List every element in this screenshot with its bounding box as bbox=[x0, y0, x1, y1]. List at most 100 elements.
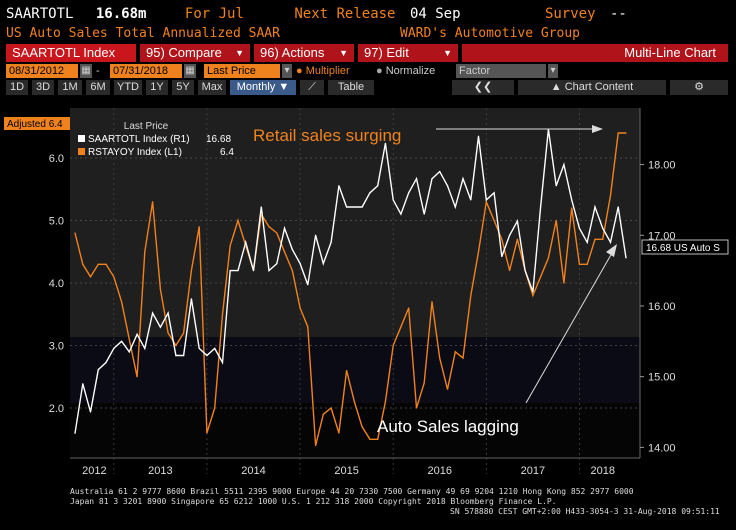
data-point-saartotl bbox=[532, 291, 534, 293]
legend-label: RSTAYOY Index (L1) bbox=[88, 147, 182, 158]
data-point-saartotl bbox=[283, 227, 286, 229]
data-point-saartotl bbox=[268, 270, 270, 272]
chart-content-label: Chart Content bbox=[564, 81, 634, 93]
chevron-down-icon[interactable]: ▾ bbox=[548, 64, 558, 78]
period-max[interactable]: Max bbox=[198, 80, 226, 95]
edit-button[interactable]: 97) Edit ▼ bbox=[358, 44, 458, 62]
footer-line-1: Australia 61 2 9777 8600 Brazil 5511 239… bbox=[70, 487, 634, 496]
data-point-rstayoy bbox=[400, 326, 402, 328]
period-5y[interactable]: 5Y bbox=[172, 80, 194, 95]
data-point-saartotl bbox=[89, 411, 92, 413]
data-point-saartotl bbox=[105, 361, 107, 364]
data-point-saartotl bbox=[245, 241, 247, 243]
chart-content-arrow-icon: ▲ bbox=[550, 81, 565, 93]
data-point-saartotl bbox=[175, 354, 177, 357]
plot-upper-band bbox=[70, 108, 640, 337]
data-point-rstayoy bbox=[602, 238, 604, 240]
end-date-input[interactable]: 07/31/2018 bbox=[110, 64, 182, 78]
price-field-select[interactable]: Last Price bbox=[204, 64, 280, 78]
compare-button[interactable]: 95) Compare ▼ bbox=[140, 44, 250, 62]
description-line: US Auto Sales Total Annualized SAAR WARD… bbox=[6, 26, 580, 41]
description: US Auto Sales Total Annualized SAAR bbox=[6, 26, 280, 41]
start-date-input[interactable]: 08/31/2012 bbox=[6, 64, 78, 78]
chart-type-label[interactable]: Multi-Line Chart bbox=[462, 44, 728, 62]
table-button[interactable]: Table bbox=[328, 80, 374, 95]
data-point-saartotl bbox=[136, 333, 138, 335]
data-point-saartotl bbox=[198, 347, 200, 350]
normalize-label: Normalize bbox=[385, 65, 436, 77]
data-point-rstayoy bbox=[377, 438, 379, 440]
data-point-saartotl bbox=[82, 383, 84, 385]
next-release-label: Next Release bbox=[294, 6, 396, 22]
survey-value: -- bbox=[609, 6, 627, 22]
data-point-rstayoy bbox=[408, 307, 410, 309]
data-point-rstayoy bbox=[283, 251, 286, 253]
data-point-rstayoy bbox=[120, 301, 123, 303]
period-1y[interactable]: 1Y bbox=[146, 80, 168, 95]
index-field[interactable]: SAARTOTL Index bbox=[6, 44, 136, 62]
data-point-rstayoy bbox=[322, 413, 324, 415]
data-point-rstayoy bbox=[175, 344, 177, 347]
legend-item-saartotl: SAARTOTL Index (R1) 16.68 bbox=[78, 134, 244, 145]
legend-swatch bbox=[78, 135, 85, 142]
data-point-saartotl bbox=[477, 135, 480, 137]
left-tick-label: 5.0 bbox=[49, 216, 64, 228]
grid bbox=[70, 108, 640, 474]
calendar-icon[interactable]: ▦ bbox=[184, 64, 196, 78]
data-point-rstayoy bbox=[206, 432, 208, 434]
period-3d[interactable]: 3D bbox=[32, 80, 54, 95]
data-point-rstayoy bbox=[594, 238, 596, 240]
legend: Last Price SAARTOTL Index (R1) 16.68 RST… bbox=[78, 121, 244, 163]
chart-content-button[interactable]: ▲ Chart Content bbox=[518, 80, 666, 95]
data-point-rstayoy bbox=[384, 401, 387, 403]
data-point-rstayoy bbox=[625, 132, 627, 134]
data-point-rstayoy bbox=[144, 251, 146, 253]
footer-line-3: SN 578880 CEST GMT+2:00 H433-3054-3 31-A… bbox=[450, 507, 720, 516]
arrow-line-auto bbox=[525, 252, 613, 404]
data-point-rstayoy bbox=[477, 251, 480, 253]
right-tick-label: 18.00 bbox=[648, 160, 676, 172]
chevron-down-icon[interactable]: ▾ bbox=[282, 64, 292, 78]
data-point-rstayoy bbox=[532, 294, 534, 297]
data-point-rstayoy bbox=[617, 132, 619, 134]
data-point-saartotl bbox=[462, 178, 464, 180]
gear-icon[interactable]: ⚙ bbox=[670, 80, 728, 95]
period-1m[interactable]: 1M bbox=[58, 80, 82, 95]
arrow-head-icon bbox=[606, 244, 617, 257]
right-tick-label: 16.00 bbox=[648, 301, 676, 313]
data-point-rstayoy bbox=[501, 238, 503, 240]
factor-input[interactable]: Factor bbox=[456, 64, 546, 78]
period-6m[interactable]: 6M bbox=[86, 80, 110, 95]
chart-style-icon[interactable]: ⟋ bbox=[300, 80, 324, 95]
data-point-saartotl bbox=[384, 142, 387, 144]
adjusted-label: Adjusted 6.4 bbox=[7, 119, 63, 130]
period-1d[interactable]: 1D bbox=[6, 80, 28, 95]
multiplier-radio[interactable]: ● Multiplier bbox=[296, 65, 350, 77]
data-point-rstayoy bbox=[136, 376, 138, 378]
data-point-rstayoy bbox=[128, 338, 130, 340]
data-point-saartotl bbox=[431, 178, 433, 180]
calendar-icon[interactable]: ▦ bbox=[80, 64, 92, 78]
right-value-box bbox=[641, 239, 729, 255]
data-point-rstayoy bbox=[446, 388, 449, 390]
collapse-icon[interactable]: ❮❮ bbox=[452, 80, 514, 95]
series-line-saartotl bbox=[74, 129, 627, 434]
data-point-rstayoy bbox=[338, 432, 340, 434]
data-point-rstayoy bbox=[237, 219, 239, 222]
actions-button[interactable]: 96) Actions ▼ bbox=[254, 44, 354, 62]
legend-header: Last Price bbox=[123, 121, 169, 132]
left-tick-label: 6.0 bbox=[49, 153, 64, 165]
frequency-select[interactable]: Monthly ▼ bbox=[230, 80, 296, 95]
data-point-saartotl bbox=[314, 234, 317, 236]
data-point-rstayoy bbox=[563, 282, 565, 284]
period-ytd[interactable]: YTD bbox=[114, 80, 142, 95]
data-point-saartotl bbox=[322, 262, 324, 265]
normalize-radio[interactable]: ● Normalize bbox=[376, 65, 436, 77]
data-point-rstayoy bbox=[105, 263, 107, 265]
plot-bottom-band bbox=[70, 403, 640, 457]
data-point-saartotl bbox=[206, 354, 208, 357]
data-point-rstayoy bbox=[571, 207, 573, 209]
data-point-saartotl bbox=[439, 171, 441, 173]
data-point-rstayoy bbox=[307, 326, 309, 328]
data-point-saartotl bbox=[446, 185, 449, 187]
